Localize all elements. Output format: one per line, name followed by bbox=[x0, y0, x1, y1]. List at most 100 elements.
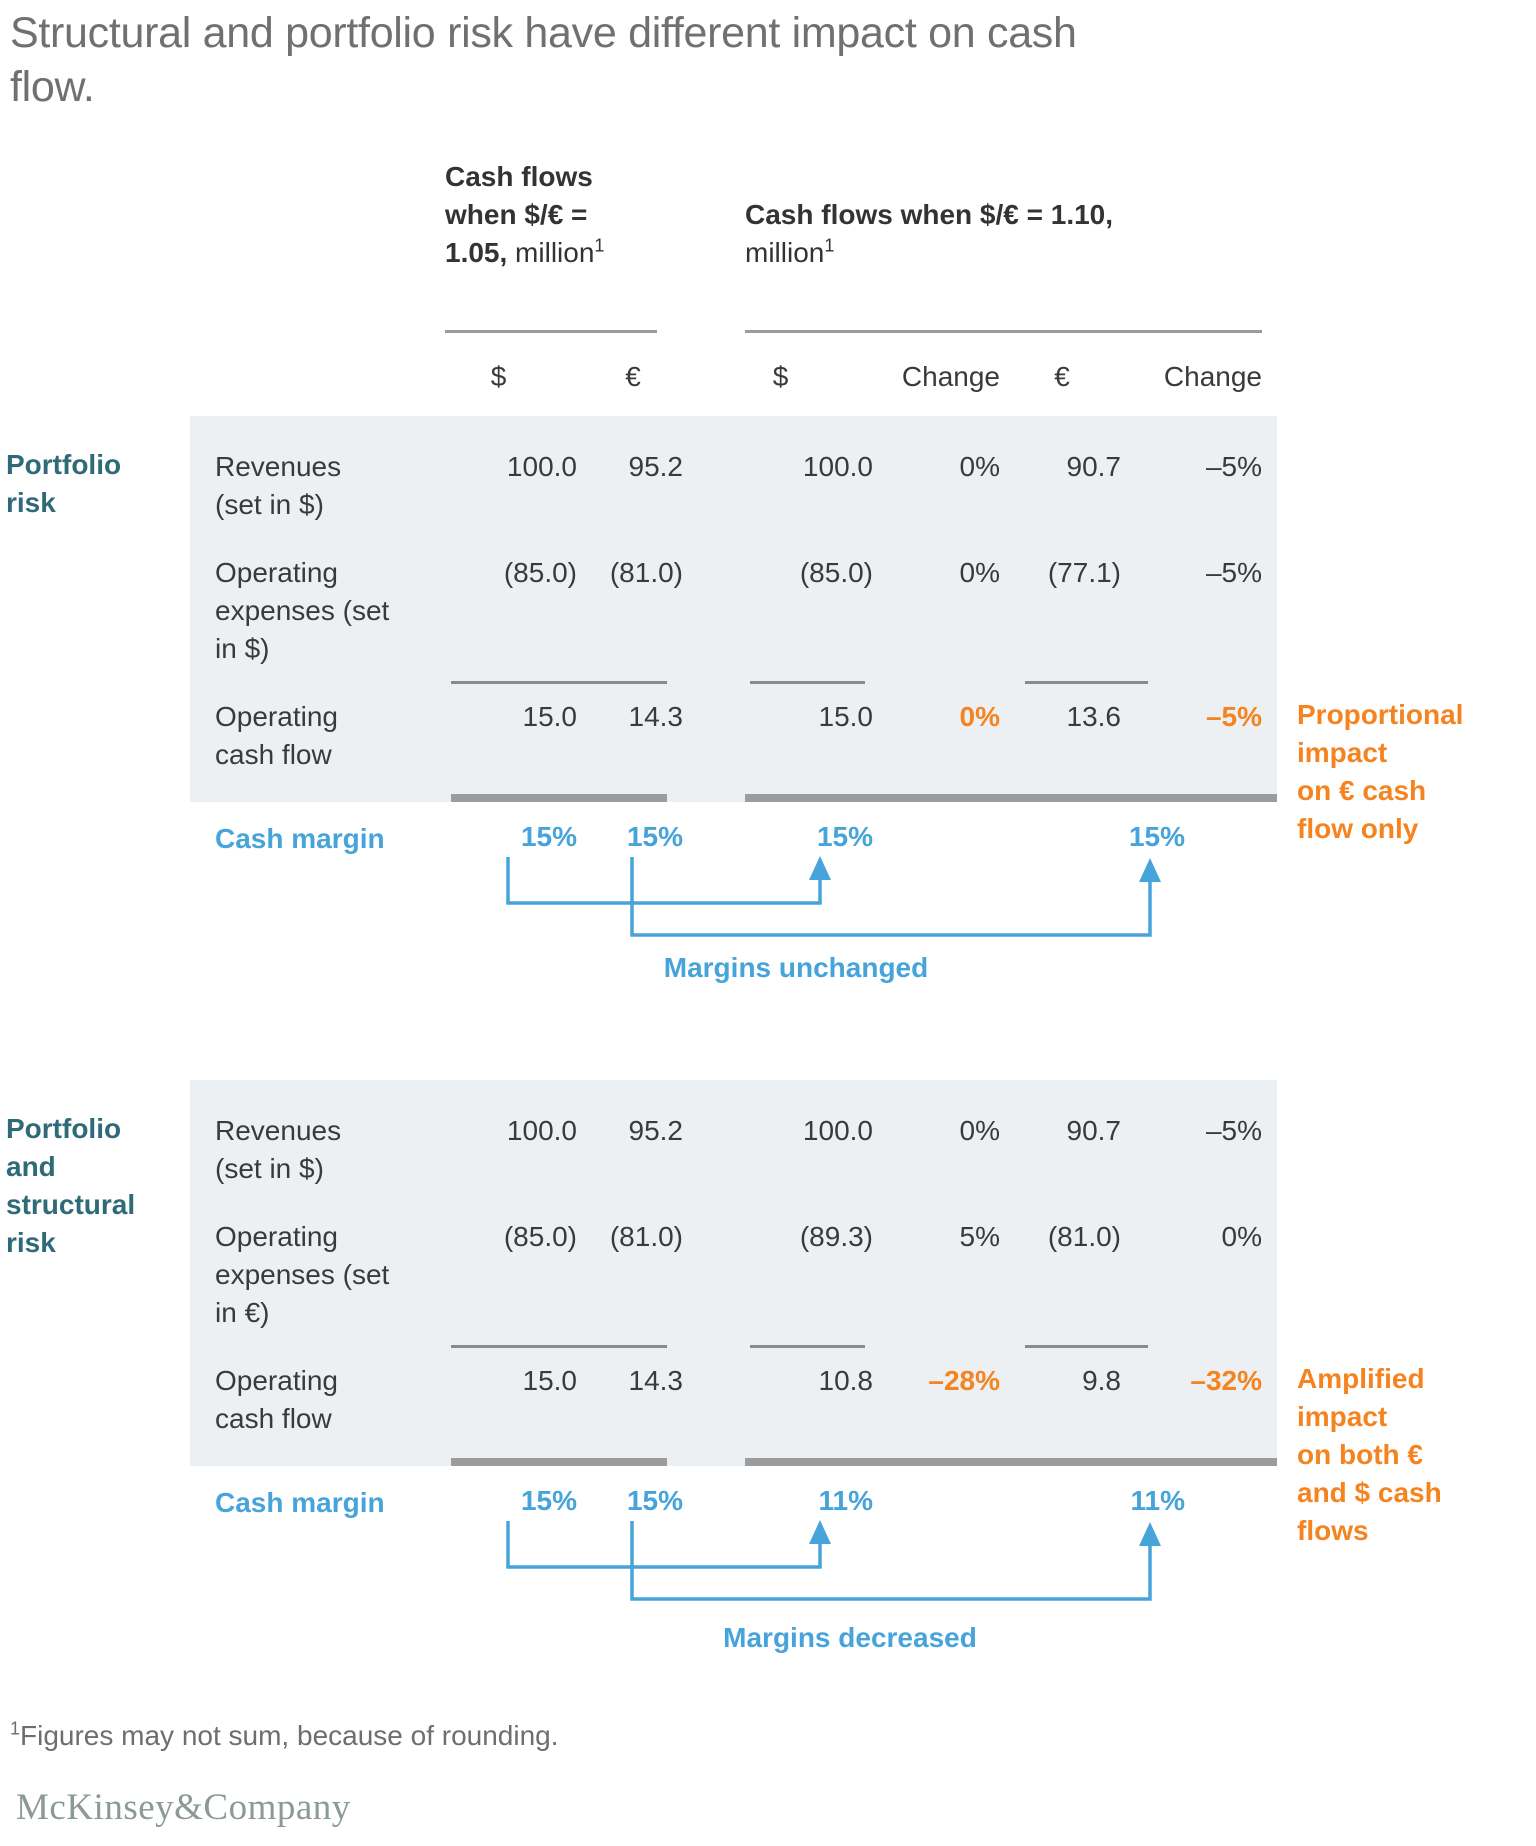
value-cell: –5% bbox=[1205, 1115, 1262, 1146]
total-rule bbox=[451, 1458, 667, 1466]
group2-underline bbox=[745, 330, 1262, 333]
value-cell-highlight: –28% bbox=[928, 1365, 1000, 1396]
value-cell: (85.0) bbox=[503, 557, 577, 588]
column-group-header-1: Cash flows when $/€ = 1.05, million1 bbox=[445, 158, 685, 272]
value-cell: 15.0 bbox=[522, 1365, 578, 1396]
cash-margin-value: 15% bbox=[816, 821, 873, 852]
section1-callout: Proportional impact on € cash flow only bbox=[1297, 699, 1464, 844]
col-header-dollar-1: $ bbox=[490, 361, 507, 392]
section2-table-background bbox=[190, 1080, 1277, 1466]
group1-line3: 1.05, million1 bbox=[445, 234, 685, 272]
value-cell: 100.0 bbox=[506, 1115, 577, 1146]
value-cell: 13.6 bbox=[1066, 701, 1122, 732]
row-label-operating-expenses: Operating expenses (set in $) bbox=[215, 557, 390, 664]
margin-arrows-diagram bbox=[506, 1520, 1161, 1601]
value-cell: (85.0) bbox=[799, 557, 873, 588]
value-cell: 14.3 bbox=[628, 1365, 684, 1396]
row-label-operating-expenses: Operating expenses (set in €) bbox=[215, 1221, 390, 1328]
margin-note: Margins decreased bbox=[723, 1622, 977, 1653]
value-cell: 15.0 bbox=[522, 701, 578, 732]
cash-margin-label: Cash margin bbox=[215, 823, 385, 854]
group1-footnote-marker: 1 bbox=[594, 235, 605, 256]
col-header-euro-1: € bbox=[625, 361, 641, 392]
group2-footnote-marker: 1 bbox=[824, 235, 835, 256]
cash-margin-value: 11% bbox=[818, 1485, 874, 1516]
up-arrow-icon bbox=[809, 856, 831, 880]
subtotal-rule bbox=[1025, 681, 1148, 684]
value-cell: (89.3) bbox=[799, 1221, 873, 1252]
subtotal-rule bbox=[750, 681, 865, 684]
value-cell: 0% bbox=[959, 557, 1000, 588]
value-cell-highlight: 0% bbox=[959, 701, 1000, 732]
value-cell: 100.0 bbox=[802, 1115, 873, 1146]
value-cell: 95.2 bbox=[628, 451, 684, 482]
value-cell: (81.0) bbox=[609, 557, 683, 588]
value-cell: 9.8 bbox=[1082, 1365, 1121, 1396]
value-cell: –5% bbox=[1205, 557, 1262, 588]
footnote: 1Figures may not sum, because of roundin… bbox=[10, 1720, 559, 1752]
value-cell: –5% bbox=[1205, 451, 1262, 482]
cash-margin-value: 15% bbox=[1128, 821, 1185, 852]
col-header-change-1: Change bbox=[901, 361, 1000, 392]
cash-margin-value: 15% bbox=[520, 821, 577, 852]
row-label-operating-cash-flow: Operating cash flow bbox=[215, 1365, 338, 1434]
subtotal-rule bbox=[451, 1345, 667, 1348]
up-arrow-icon bbox=[1139, 1522, 1161, 1546]
cash-margin-value: 15% bbox=[626, 821, 683, 852]
total-rule bbox=[451, 794, 667, 802]
group2-unit: million bbox=[745, 237, 825, 268]
group2-line1: Cash flows when $/€ = 1.10, bbox=[745, 199, 1114, 230]
margin-arrows-diagram bbox=[506, 856, 1161, 937]
section1-label: Portfolio risk bbox=[6, 449, 122, 518]
value-cell: 10.8 bbox=[818, 1365, 874, 1396]
up-arrow-icon bbox=[809, 1520, 831, 1544]
col-header-euro-2: € bbox=[1054, 361, 1070, 392]
col-header-change-2: Change bbox=[1163, 361, 1262, 392]
value-cell: 100.0 bbox=[506, 451, 577, 482]
section2-callout: Amplified impact on both € and $ cash fl… bbox=[1297, 1363, 1442, 1546]
value-cell: (85.0) bbox=[503, 1221, 577, 1252]
value-cell: 15.0 bbox=[818, 701, 874, 732]
group1-rate: 1.05, bbox=[445, 237, 508, 268]
value-cell: 0% bbox=[959, 1115, 1000, 1146]
value-cell: 100.0 bbox=[802, 451, 873, 482]
group1-line1: Cash flows bbox=[445, 161, 593, 192]
value-cell-highlight: –5% bbox=[1205, 701, 1262, 732]
group1-unit: million bbox=[507, 237, 595, 268]
section1-table-background bbox=[190, 416, 1277, 802]
subtotal-rule bbox=[451, 681, 667, 684]
column-group-header-2: Cash flows when $/€ = 1.10, million1 bbox=[745, 196, 1285, 272]
value-cell: (81.0) bbox=[609, 1221, 683, 1252]
group1-underline bbox=[445, 330, 657, 333]
value-cell: (77.1) bbox=[1047, 557, 1121, 588]
margin-note: Margins unchanged bbox=[663, 952, 929, 983]
group1-line2: when $/€ = bbox=[445, 199, 588, 230]
value-cell: 14.3 bbox=[628, 701, 684, 732]
value-cell: 0% bbox=[959, 451, 1000, 482]
value-cell: (81.0) bbox=[1047, 1221, 1121, 1252]
page-title: Structural and portfolio risk have diffe… bbox=[10, 9, 1077, 111]
cash-margin-value: 11% bbox=[1130, 1485, 1186, 1516]
up-arrow-icon bbox=[1139, 858, 1161, 882]
row-label-operating-cash-flow: Operating cash flow bbox=[215, 701, 338, 770]
col-header-dollar-2: $ bbox=[772, 361, 789, 392]
subtotal-rule bbox=[750, 1345, 865, 1348]
total-rule bbox=[745, 794, 1277, 802]
value-cell-highlight: –32% bbox=[1190, 1365, 1262, 1396]
cash-margin-value: 15% bbox=[626, 1485, 683, 1516]
value-cell: 95.2 bbox=[628, 1115, 684, 1146]
value-cell: 0% bbox=[1221, 1221, 1262, 1252]
subtotal-rule bbox=[1025, 1345, 1148, 1348]
group2-line2: million1 bbox=[745, 234, 1285, 272]
mckinsey-logo: McKinsey&Company bbox=[16, 1787, 351, 1828]
section2-label: Portfolio and structural risk bbox=[6, 1113, 136, 1258]
cash-margin-value: 15% bbox=[520, 1485, 577, 1516]
footnote-marker: 1 bbox=[10, 1718, 21, 1739]
row-label-revenues: Revenues (set in $) bbox=[215, 1115, 342, 1184]
total-rule bbox=[745, 1458, 1277, 1466]
value-cell: 90.7 bbox=[1066, 1115, 1122, 1146]
value-cell: 90.7 bbox=[1066, 451, 1122, 482]
footnote-text: Figures may not sum, because of rounding… bbox=[20, 1720, 559, 1751]
row-label-revenues: Revenues (set in $) bbox=[215, 451, 342, 520]
